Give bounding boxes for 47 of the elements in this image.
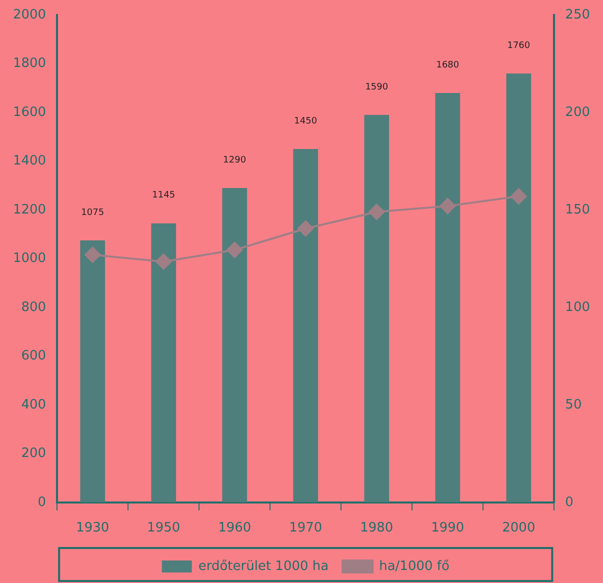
y-tick-label: 1800 — [12, 56, 46, 72]
y2-tick-label: 100 — [565, 300, 590, 315]
x-tick-label: 1970 — [289, 520, 322, 536]
point — [156, 254, 172, 270]
x-tick-label: 1990 — [431, 520, 464, 536]
y-tick-label: 600 — [21, 348, 46, 364]
point — [368, 204, 385, 220]
data-label: 1760 — [507, 40, 530, 51]
y2-tick-label: 250 — [565, 7, 590, 22]
data-label: 1075 — [81, 208, 104, 218]
point — [440, 198, 456, 214]
point — [510, 188, 527, 204]
x-tick-label: 1950 — [147, 520, 180, 536]
bar — [364, 114, 390, 502]
data-label: 1680 — [436, 60, 460, 70]
y2-tick-label: 0 — [565, 494, 574, 510]
bar — [151, 223, 176, 502]
x-tick-label: 1930 — [76, 520, 110, 536]
y2-tick-label: 200 — [565, 104, 590, 120]
x-tick-label: 1980 — [360, 520, 394, 536]
point — [226, 242, 243, 258]
bar — [293, 149, 318, 502]
bar — [222, 188, 248, 502]
y-tick-label: 1600 — [12, 104, 46, 120]
y-tick-label: 400 — [21, 397, 46, 412]
data-label: 1590 — [365, 82, 388, 92]
y-tick-label: 0 — [38, 494, 46, 510]
y2-tick-label: 50 — [565, 397, 582, 412]
x-tick-label: 1960 — [218, 520, 252, 536]
y-tick-label: 1400 — [12, 154, 46, 169]
legend-label: ha/1000 fő — [379, 558, 450, 574]
data-label: 1450 — [294, 116, 318, 126]
x-tick-label: 2000 — [502, 520, 536, 536]
bar — [435, 92, 460, 502]
bar — [506, 73, 532, 502]
data-label: 1145 — [152, 190, 176, 201]
data-label: 1290 — [223, 155, 246, 166]
y-tick-label: 1000 — [12, 251, 46, 266]
point — [298, 220, 314, 236]
y-tick-label: 1200 — [12, 202, 46, 218]
bar — [80, 240, 106, 502]
y-tick-label: 200 — [21, 446, 46, 462]
y2-tick-label: 150 — [565, 202, 590, 218]
legend-label: erdőterület 1000 ha — [198, 558, 329, 574]
point — [84, 246, 101, 263]
y-tick-label: 800 — [21, 300, 46, 315]
y-tick-label: 2000 — [12, 7, 46, 22]
